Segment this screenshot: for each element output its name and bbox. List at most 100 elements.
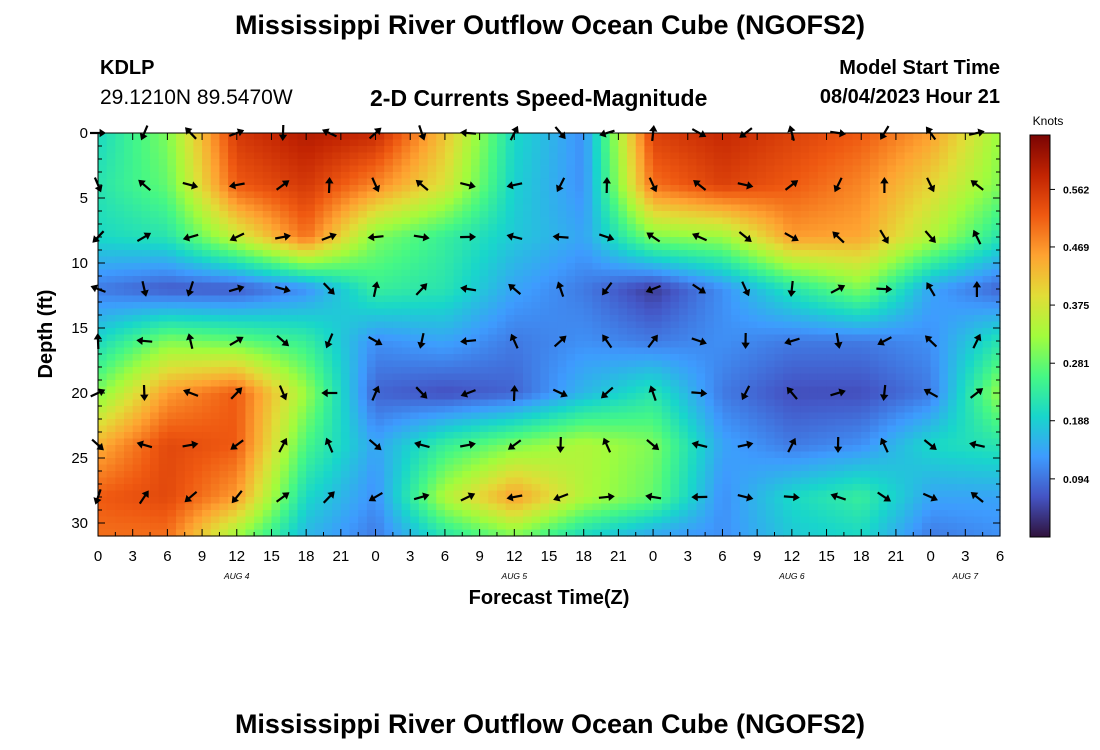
- heatmap-cell: [245, 406, 255, 414]
- heatmap-cell: [176, 432, 186, 440]
- heatmap-cell: [670, 334, 680, 342]
- heatmap-cell: [575, 321, 585, 329]
- heatmap-cell: [904, 308, 914, 316]
- heatmap-cell: [392, 152, 403, 160]
- heatmap-cell: [314, 315, 325, 323]
- heatmap-cell: [479, 282, 489, 290]
- heatmap-cell: [384, 185, 394, 193]
- heatmap-cell: [947, 419, 958, 427]
- heatmap-cell: [314, 419, 325, 427]
- heatmap-cell: [150, 263, 160, 271]
- heatmap-cell: [592, 224, 602, 232]
- heatmap-cell: [635, 269, 645, 277]
- model-start-value: 08/04/2023 Hour 21: [819, 86, 1000, 108]
- heatmap-cell: [124, 295, 134, 303]
- heatmap-cell: [783, 334, 793, 342]
- heatmap-cell: [618, 133, 628, 141]
- heatmap-cell: [783, 419, 793, 427]
- heatmap-cell: [245, 217, 255, 225]
- heatmap-cell: [150, 380, 160, 388]
- heatmap-cell: [627, 243, 637, 251]
- heatmap-cell: [869, 159, 880, 167]
- heatmap-cell: [262, 276, 273, 284]
- heatmap-cell: [245, 139, 255, 147]
- heatmap-cell: [878, 406, 888, 414]
- heatmap-cell: [713, 321, 724, 329]
- heatmap-cell: [531, 217, 541, 225]
- heatmap-cell: [679, 341, 689, 349]
- heatmap-cell: [939, 250, 949, 258]
- heatmap-cell: [887, 237, 897, 245]
- heatmap-cell: [696, 172, 706, 180]
- heatmap-cell: [522, 269, 533, 277]
- heatmap-cell: [540, 237, 550, 245]
- heatmap-cell: [627, 230, 637, 238]
- heatmap-cell: [696, 308, 706, 316]
- heatmap-cell: [757, 412, 767, 420]
- heatmap-cell: [193, 380, 203, 388]
- heatmap-cell: [384, 256, 394, 264]
- heatmap-cell: [306, 399, 316, 407]
- heatmap-cell: [124, 315, 134, 323]
- heatmap-cell: [835, 159, 845, 167]
- heatmap-cell: [392, 243, 403, 251]
- heatmap-cell: [236, 373, 247, 381]
- heatmap-cell: [427, 438, 437, 446]
- heatmap-cell: [895, 133, 906, 141]
- heatmap-cell: [921, 230, 932, 238]
- heatmap-cell: [470, 269, 481, 277]
- heatmap-cell: [470, 302, 481, 310]
- heatmap-cell: [731, 230, 741, 238]
- heatmap-cell: [869, 360, 880, 368]
- heatmap-cell: [106, 159, 116, 167]
- heatmap-cell: [106, 191, 116, 199]
- heatmap-cell: [358, 334, 368, 342]
- heatmap-cell: [453, 230, 463, 238]
- heatmap-cell: [436, 172, 446, 180]
- heatmap-cell: [384, 354, 394, 362]
- heatmap-cell: [245, 308, 255, 316]
- heatmap-cell: [392, 211, 403, 219]
- heatmap-cell: [444, 419, 455, 427]
- heatmap-cell: [973, 204, 984, 212]
- heatmap-cell: [895, 269, 906, 277]
- heatmap-cell: [349, 295, 359, 303]
- heatmap-cell: [583, 393, 593, 401]
- heatmap-cell: [930, 328, 940, 336]
- heatmap-cell: [583, 360, 593, 368]
- heatmap-cell: [158, 315, 168, 323]
- heatmap-cell: [184, 282, 194, 290]
- heatmap-cell: [843, 159, 854, 167]
- heatmap-cell: [835, 302, 845, 310]
- heatmap-cell: [176, 438, 186, 446]
- heatmap-cell: [765, 269, 776, 277]
- heatmap-cell: [505, 139, 515, 147]
- heatmap-cell: [791, 432, 802, 440]
- heatmap-cell: [462, 354, 472, 362]
- heatmap-cell: [618, 386, 628, 394]
- heatmap-cell: [739, 256, 750, 264]
- heatmap-cell: [210, 302, 221, 310]
- heatmap-cell: [878, 198, 888, 206]
- heatmap-cell: [575, 269, 585, 277]
- heatmap-cell: [202, 321, 212, 329]
- heatmap-cell: [835, 191, 845, 199]
- heatmap-cell: [453, 282, 463, 290]
- heatmap-cell: [184, 263, 194, 271]
- heatmap-cell: [557, 250, 567, 258]
- heatmap-cell: [262, 289, 273, 297]
- heatmap-cell: [150, 139, 160, 147]
- heatmap-cell: [470, 250, 481, 258]
- heatmap-cell: [366, 146, 377, 154]
- heatmap-cell: [262, 185, 273, 193]
- heatmap-cell: [982, 315, 992, 323]
- heatmap-cell: [444, 406, 455, 414]
- heatmap-cell: [427, 302, 437, 310]
- heatmap-cell: [731, 367, 741, 375]
- heatmap-cell: [522, 419, 533, 427]
- heatmap-cell: [193, 204, 203, 212]
- heatmap-cell: [314, 204, 325, 212]
- heatmap-cell: [392, 230, 403, 238]
- heatmap-cell: [514, 204, 524, 212]
- heatmap-cell: [705, 367, 715, 375]
